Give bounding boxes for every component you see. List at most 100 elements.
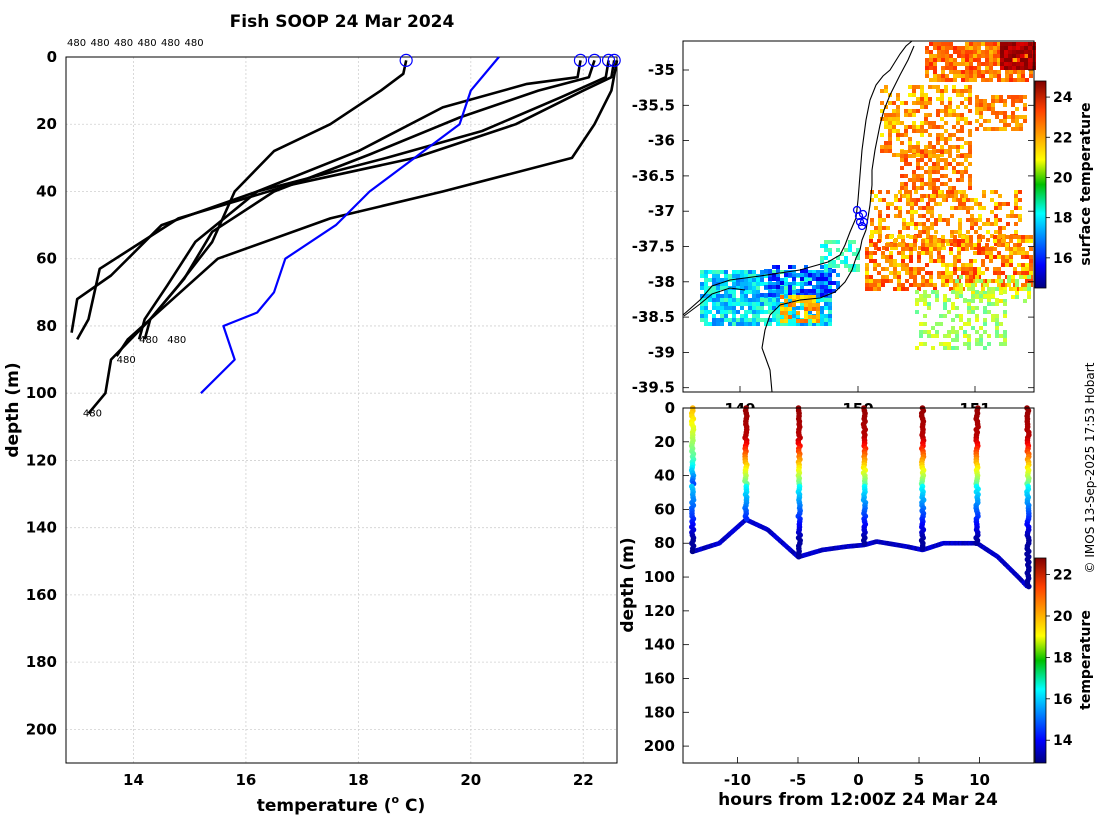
sst-pixel — [788, 307, 792, 311]
sst-pixel — [732, 298, 736, 302]
sst-pixel — [1011, 127, 1015, 131]
sst-pixel — [704, 318, 708, 322]
sst-pixel — [1001, 255, 1005, 259]
sst-pixel — [1020, 50, 1024, 54]
sst-pixel — [954, 190, 958, 194]
sst-pixel — [941, 74, 945, 78]
sst-pixel — [869, 235, 873, 239]
sst-pixel — [951, 338, 955, 342]
sst-pixel — [885, 267, 889, 271]
sst-pixel — [958, 198, 962, 202]
sst-pixel — [1007, 115, 1011, 119]
sst-pixel — [736, 298, 740, 302]
sst-pixel — [816, 311, 820, 315]
sst-pixel — [1018, 218, 1022, 222]
sst-pixel — [700, 318, 704, 322]
sst-pixel — [736, 302, 740, 306]
sst-pixel — [969, 78, 973, 82]
sst-pixel — [920, 133, 924, 137]
sst-pixel — [944, 105, 948, 109]
map-y-tick-label: -39.5 — [632, 379, 675, 397]
sst-pixel — [971, 310, 975, 314]
sst-pixel — [1014, 222, 1018, 226]
sst-pixel — [958, 202, 962, 206]
sst-pixel — [968, 109, 972, 113]
sst-pixel — [1005, 259, 1009, 263]
sst-pixel — [945, 271, 949, 275]
sst-pixel — [952, 109, 956, 113]
map-y-tick-label: -35.5 — [632, 96, 675, 114]
sst-pixel — [1025, 239, 1029, 243]
y-tick-label: 0 — [47, 48, 57, 66]
sst-pixel — [965, 58, 969, 62]
sst-pixel — [981, 251, 985, 255]
sst-pixel — [832, 281, 836, 285]
sst-pixel — [1003, 123, 1007, 127]
sst-pixel — [893, 275, 897, 279]
sst-pixel — [901, 263, 905, 267]
sst-pixel — [959, 326, 963, 330]
sst-pixel — [894, 214, 898, 218]
sst-pixel — [1017, 243, 1021, 247]
sst-pixel — [975, 111, 979, 115]
sst-pixel — [1019, 287, 1023, 291]
sst-pixel — [949, 78, 953, 82]
sst-pixel — [989, 62, 993, 66]
sst-pixel — [1013, 271, 1017, 275]
sst-pixel — [940, 101, 944, 105]
sst-pixel — [969, 239, 973, 243]
sst-pixel — [894, 198, 898, 202]
sst-pixel — [941, 42, 945, 46]
sst-pixel — [933, 239, 937, 243]
sst-pixel — [873, 287, 877, 291]
sst-pixel — [877, 263, 881, 267]
sst-pixel — [1021, 70, 1025, 74]
sst-pixel — [1003, 330, 1007, 334]
sst-pixel — [925, 50, 929, 54]
sst-pixel — [912, 198, 916, 202]
sst-pixel — [916, 149, 920, 153]
sst-pixel — [983, 119, 987, 123]
sst-pixel — [720, 270, 724, 274]
sst-pixel — [985, 62, 989, 66]
section-x-tick-label: -5 — [790, 771, 807, 789]
sst-pixel — [828, 269, 832, 273]
sst-pixel — [991, 294, 995, 298]
sst-pixel — [965, 275, 969, 279]
sst-pixel — [937, 239, 941, 243]
sst-pixel — [760, 298, 764, 302]
sst-pixel — [925, 46, 929, 50]
sst-pixel — [974, 198, 978, 202]
sst-pixel — [947, 346, 951, 350]
sst-pixel — [756, 322, 760, 326]
sst-pixel — [1002, 226, 1006, 230]
sst-pixel — [936, 133, 940, 137]
sst-pixel — [952, 125, 956, 129]
sst-pixel — [1005, 243, 1009, 247]
sst-pixel — [951, 346, 955, 350]
sst-pixel — [1014, 214, 1018, 218]
sst-pixel — [981, 263, 985, 267]
y-tick-label: 60 — [36, 250, 57, 268]
series-line-profile-1 — [145, 60, 407, 339]
sst-pixel — [953, 66, 957, 70]
section-y-tick-label: 100 — [644, 568, 675, 586]
sst-pixel — [908, 145, 912, 149]
sst-pixel — [969, 259, 973, 263]
sst-pixel — [951, 318, 955, 322]
sst-pixel — [764, 269, 768, 273]
sst-pixel — [1006, 222, 1010, 226]
sst-pixel — [949, 54, 953, 58]
sst-pixel — [965, 54, 969, 58]
sst-pixel — [923, 342, 927, 346]
sst-pixel — [940, 125, 944, 129]
sst-pixel — [878, 226, 882, 230]
sst-pixel — [929, 62, 933, 66]
sst-pixel — [1004, 50, 1008, 54]
sst-pixel — [881, 283, 885, 287]
sst-pixel — [892, 109, 896, 113]
sst-pixel — [1001, 78, 1005, 82]
sst-pixel — [1012, 66, 1016, 70]
sst-pixel — [936, 89, 940, 93]
sst-pixel — [824, 273, 828, 277]
